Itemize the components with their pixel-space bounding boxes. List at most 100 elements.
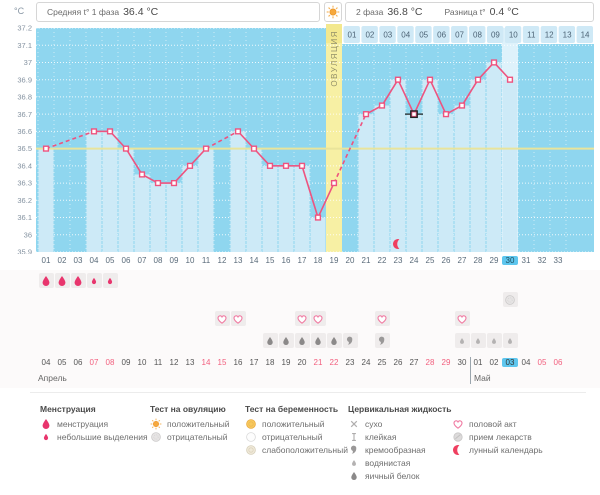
cycle-day-06[interactable]: 06 <box>121 256 131 265</box>
calendar-date-9[interactable]: 12 <box>169 358 179 367</box>
temperature-point-day-11[interactable] <box>202 145 210 152</box>
intimacy-heart-icon[interactable] <box>374 311 390 326</box>
calendar-date-33[interactable]: 06 <box>553 358 563 367</box>
calendar-date-11[interactable]: 14 <box>201 358 211 367</box>
temperature-point-day-18[interactable] <box>314 214 322 221</box>
cervical-fluid-creamy-icon[interactable] <box>342 333 358 348</box>
cycle-day-15[interactable]: 15 <box>265 256 275 265</box>
cycle-day-05[interactable]: 05 <box>105 256 115 265</box>
temperature-point-day-24[interactable] <box>410 111 418 118</box>
temperature-point-day-9[interactable] <box>170 179 178 187</box>
temperature-point-day-4[interactable] <box>90 128 98 135</box>
calendar-date-8[interactable]: 11 <box>153 358 163 367</box>
calendar-date-12[interactable]: 15 <box>217 358 227 367</box>
calendar-date-19[interactable]: 22 <box>329 358 339 367</box>
calendar-date-6[interactable]: 09 <box>121 358 131 367</box>
intimacy-heart-icon[interactable] <box>214 311 230 326</box>
calendar-date-29[interactable]: 02 <box>489 358 499 367</box>
dpo-cell[interactable] <box>451 26 468 43</box>
cycle-day-32[interactable]: 32 <box>537 256 547 265</box>
dpo-cell[interactable] <box>343 26 360 43</box>
cycle-day-29[interactable]: 29 <box>489 256 499 265</box>
cycle-day-19[interactable]: 19 <box>329 256 339 265</box>
temperature-point-day-1[interactable] <box>42 145 50 152</box>
temperature-point-day-8[interactable] <box>154 179 162 187</box>
cycle-day-02[interactable]: 02 <box>57 256 67 265</box>
calendar-date-10[interactable]: 13 <box>185 358 195 367</box>
temperature-point-day-25[interactable] <box>426 76 434 83</box>
calendar-date-21[interactable]: 24 <box>361 358 371 367</box>
dpo-cell[interactable] <box>415 26 432 43</box>
cycle-day-11[interactable]: 11 <box>201 256 211 265</box>
temperature-point-day-15[interactable] <box>266 162 274 169</box>
cycle-day-10[interactable]: 10 <box>185 256 195 265</box>
intimacy-heart-icon[interactable] <box>310 311 326 326</box>
cervical-fluid-watery-icon[interactable] <box>470 333 486 348</box>
cervical-fluid-watery-icon[interactable] <box>454 333 470 348</box>
calendar-date-26[interactable]: 29 <box>441 358 451 367</box>
calendar-date-7[interactable]: 10 <box>137 358 147 367</box>
calendar-date-4[interactable]: 07 <box>89 358 99 367</box>
cycle-day-14[interactable]: 14 <box>249 256 259 265</box>
test-circle-icon[interactable] <box>502 292 518 307</box>
calendar-date-25[interactable]: 28 <box>425 358 435 367</box>
cycle-day-12[interactable]: 12 <box>217 256 227 265</box>
calendar-date-1[interactable]: 04 <box>41 358 51 367</box>
cycle-day-07[interactable]: 07 <box>137 256 147 265</box>
calendar-date-3[interactable]: 06 <box>73 358 83 367</box>
dpo-cell[interactable] <box>469 26 486 43</box>
temperature-point-day-5[interactable] <box>106 128 114 135</box>
cervical-fluid-egg-white-icon[interactable] <box>310 333 326 348</box>
calendar-date-14[interactable]: 17 <box>249 358 259 367</box>
cycle-day-22[interactable]: 22 <box>377 256 387 265</box>
calendar-date-27[interactable]: 30 <box>457 358 467 367</box>
cycle-day-04[interactable]: 04 <box>89 256 99 265</box>
cycle-day-31[interactable]: 31 <box>521 256 531 265</box>
temperature-cursor[interactable] <box>410 110 418 119</box>
temperature-point-day-28[interactable] <box>474 76 482 83</box>
temperature-point-day-29[interactable] <box>490 59 498 66</box>
temperature-point-day-27[interactable] <box>458 102 466 109</box>
cycle-day-08[interactable]: 08 <box>153 256 163 265</box>
cervical-fluid-watery-icon[interactable] <box>502 333 518 348</box>
dpo-cell[interactable] <box>576 26 593 43</box>
temperature-point-day-26[interactable] <box>442 111 450 118</box>
calendar-date-23[interactable]: 26 <box>393 358 403 367</box>
dpo-cell[interactable] <box>379 26 396 43</box>
calendar-date-13[interactable]: 16 <box>233 358 243 367</box>
temperature-point-day-16[interactable] <box>282 162 290 169</box>
cycle-day-25[interactable]: 25 <box>425 256 435 265</box>
cycle-day-33[interactable]: 33 <box>553 256 563 265</box>
cycle-day-20[interactable]: 20 <box>345 256 355 265</box>
calendar-date-16[interactable]: 19 <box>281 358 291 367</box>
cycle-day-17[interactable]: 17 <box>297 256 307 265</box>
cervical-fluid-creamy-icon[interactable] <box>374 333 390 348</box>
cycle-day-28[interactable]: 28 <box>473 256 483 265</box>
cycle-day-18[interactable]: 18 <box>313 256 323 265</box>
temperature-point-day-13[interactable] <box>234 128 242 135</box>
calendar-date-22[interactable]: 25 <box>377 358 387 367</box>
menstruation-small-drop-icon[interactable] <box>86 273 102 288</box>
menstruation-large-drop-icon[interactable] <box>38 273 54 288</box>
cycle-day-03[interactable]: 03 <box>73 256 83 265</box>
calendar-date-28[interactable]: 01 <box>473 358 483 367</box>
dpo-cell[interactable] <box>486 26 504 43</box>
calendar-date-17[interactable]: 20 <box>297 358 307 367</box>
intimacy-heart-icon[interactable] <box>454 311 470 326</box>
calendar-date-20[interactable]: 23 <box>345 358 355 367</box>
menstruation-large-drop-icon[interactable] <box>54 273 70 288</box>
cycle-day-23[interactable]: 23 <box>393 256 403 265</box>
calendar-date-31[interactable]: 04 <box>521 358 531 367</box>
cervical-fluid-egg-white-icon[interactable] <box>278 333 294 348</box>
cycle-day-13[interactable]: 13 <box>233 256 243 265</box>
temperature-point-day-21[interactable] <box>362 111 370 118</box>
intimacy-heart-icon[interactable] <box>294 311 310 326</box>
cycle-day-24[interactable]: 24 <box>409 256 419 265</box>
cycle-day-27[interactable]: 27 <box>457 256 467 265</box>
cycle-day-30[interactable]: 30 <box>502 256 518 265</box>
temperature-point-day-22[interactable] <box>378 102 386 109</box>
menstruation-large-drop-icon[interactable] <box>70 273 86 288</box>
temperature-point-day-17[interactable] <box>298 162 306 169</box>
calendar-date-32[interactable]: 05 <box>537 358 547 367</box>
cycle-day-01[interactable]: 01 <box>41 256 51 265</box>
